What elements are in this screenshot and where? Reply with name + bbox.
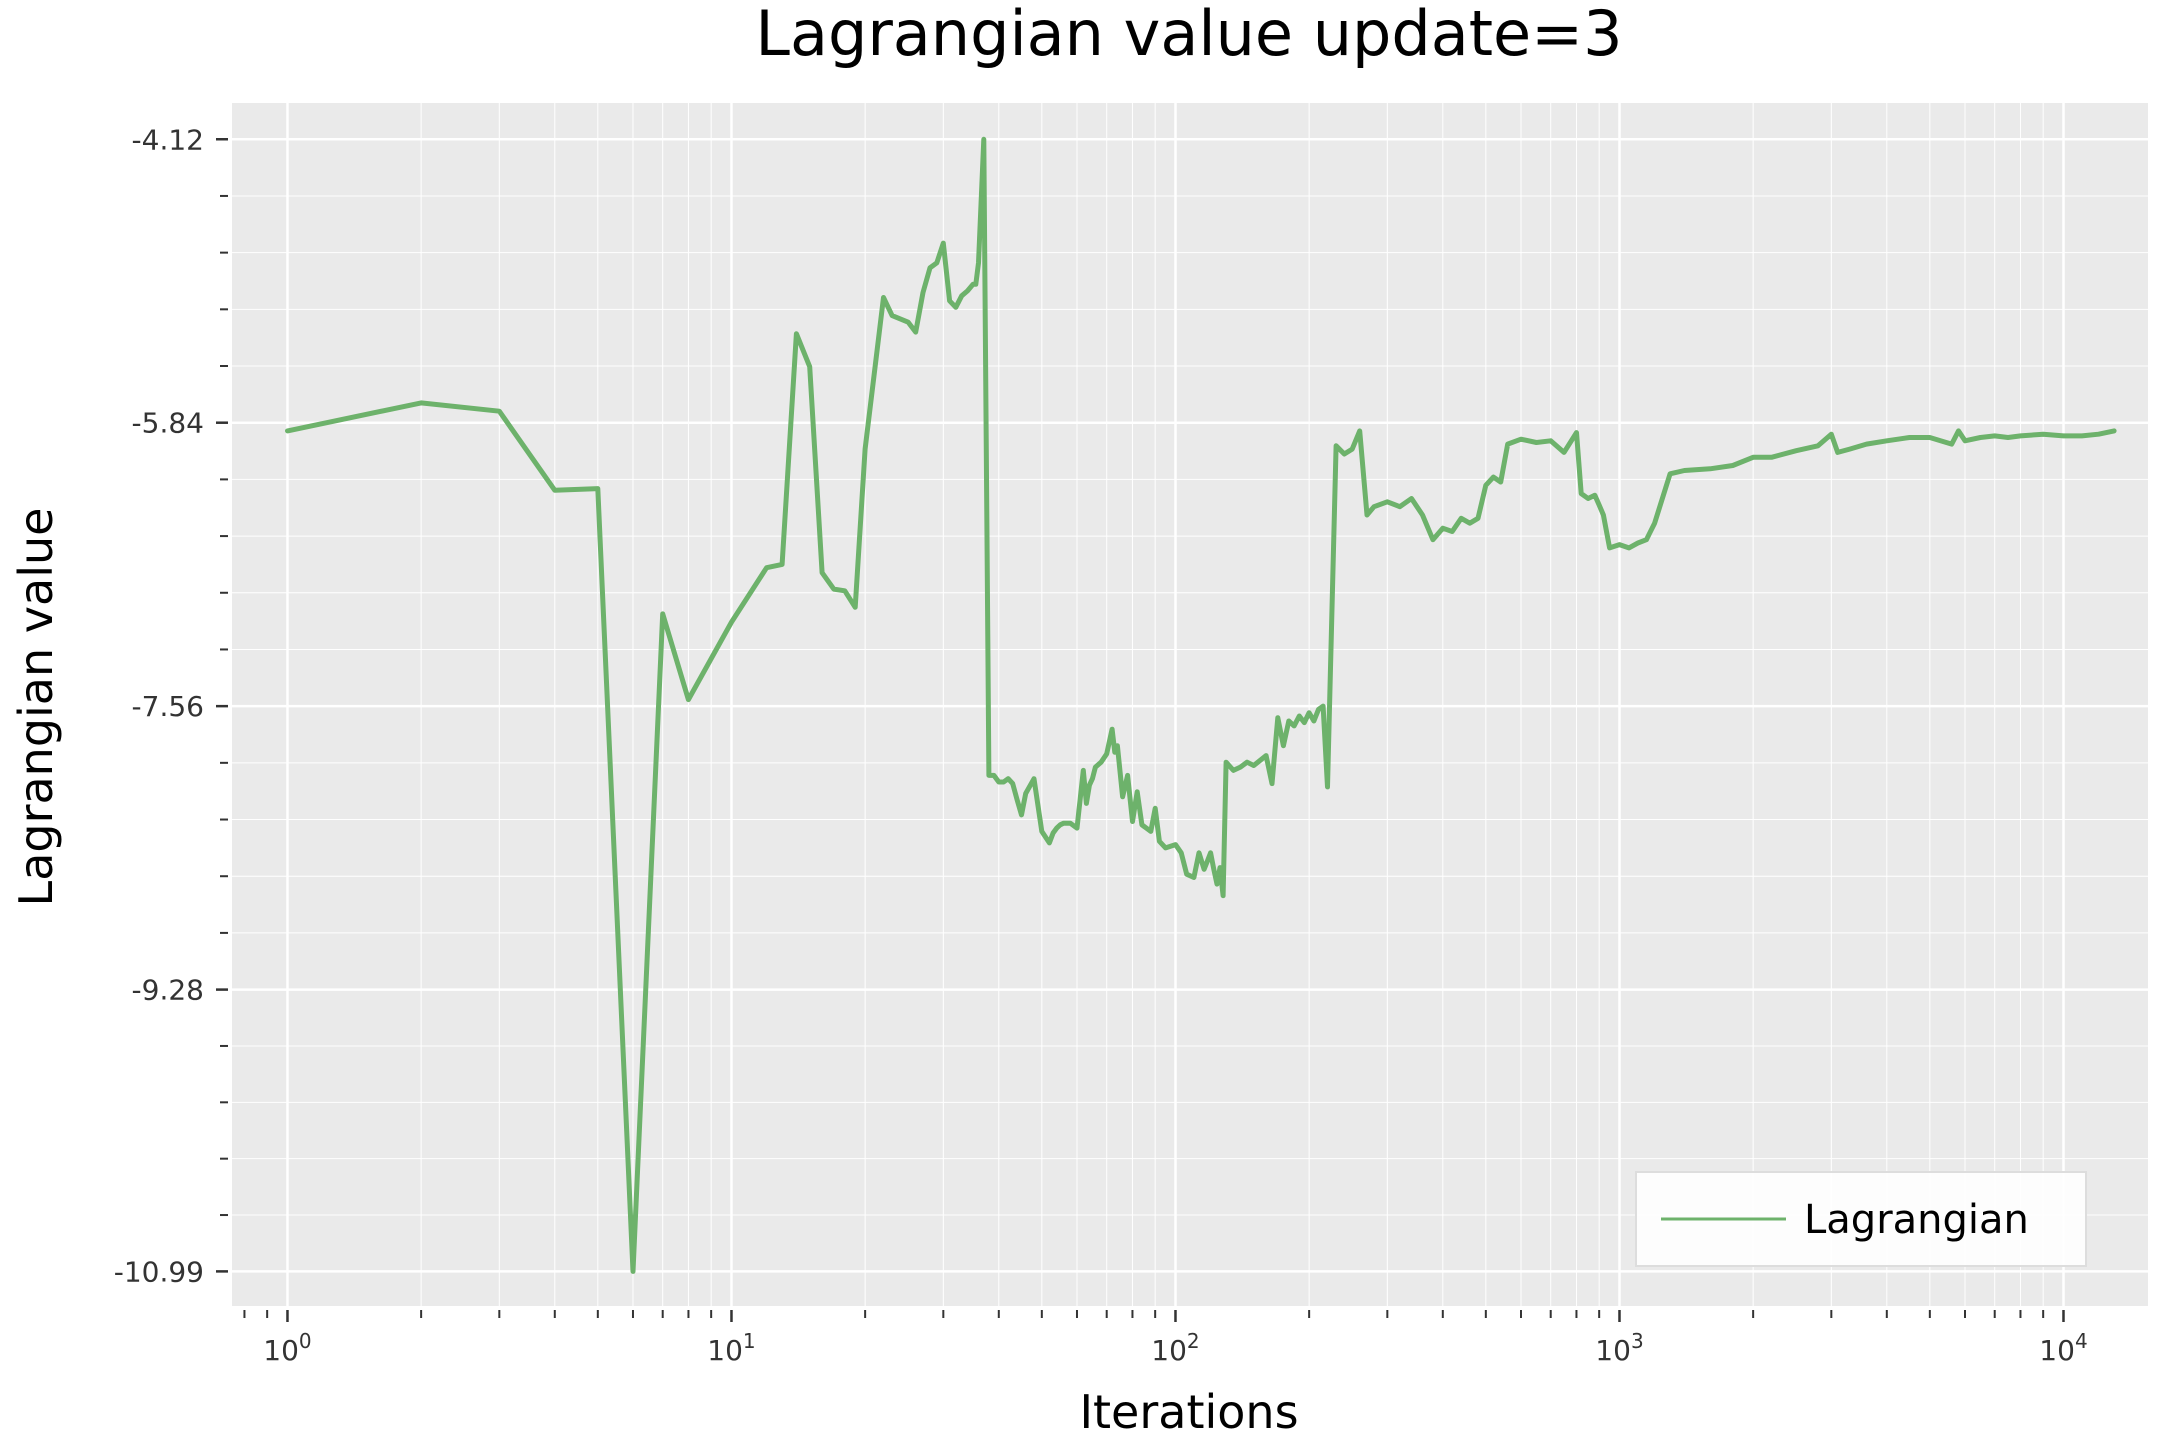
series-layer: [285, 136, 2117, 1274]
chart-title: Lagrangian value update=3: [755, 0, 1622, 70]
minor-grid: [232, 103, 2148, 1306]
legend: Lagrangian: [1635, 1171, 2087, 1267]
y-tick-label: -5.84: [132, 407, 204, 440]
x-tick-label: 102: [1151, 1329, 1199, 1367]
plot-area: [232, 103, 2148, 1306]
y-axis-label: Lagrangian value: [9, 508, 63, 907]
y-tick-label: -9.28: [132, 974, 204, 1007]
x-tick-label: 100: [263, 1329, 311, 1367]
series-line-lagrangian: [285, 136, 2117, 1274]
y-axis: -4.12 -5.84 -7.56 -9.28 -10.99: [114, 123, 228, 1288]
y-tick-label: -10.99: [114, 1255, 204, 1288]
major-grid: [232, 103, 2148, 1306]
y-tick-label: -7.56: [132, 690, 204, 723]
x-axis-label: Iterations: [1079, 1385, 1298, 1439]
x-tick-label: 104: [2039, 1329, 2087, 1367]
x-axis: 100 101 102 103 104: [243, 1310, 2088, 1367]
x-tick-label: 101: [707, 1329, 755, 1367]
x-tick-label: 103: [1595, 1329, 1643, 1367]
legend-label: Lagrangian: [1804, 1197, 2029, 1243]
y-tick-label: -4.12: [132, 123, 204, 156]
